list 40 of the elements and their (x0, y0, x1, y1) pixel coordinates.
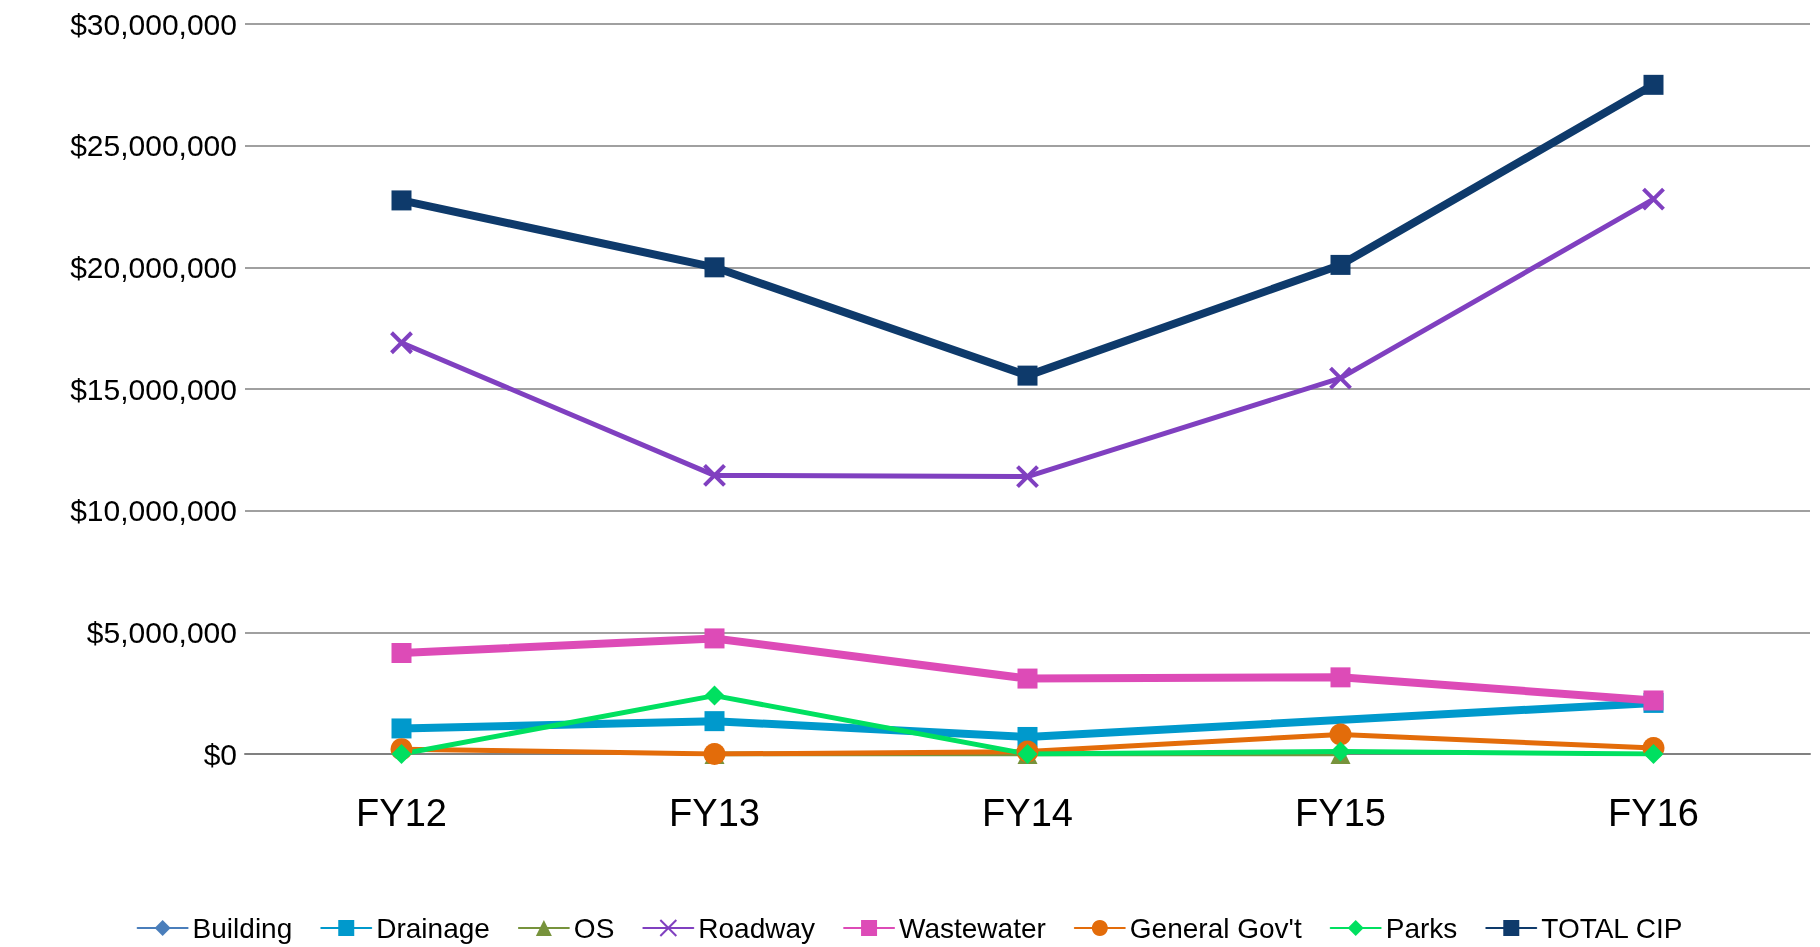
legend-label: TOTAL CIP (1541, 912, 1683, 944)
point (391, 190, 412, 211)
point (1017, 668, 1038, 689)
point (702, 463, 727, 488)
point (1330, 667, 1351, 688)
y-tick-label: $25,000,000 (70, 129, 237, 163)
legend-label: General Gov't (1129, 912, 1302, 944)
y-tick-label: $0 (203, 737, 237, 771)
point (1643, 744, 1664, 764)
point (704, 257, 725, 278)
x-tick-label: FY14 (982, 792, 1073, 834)
point (1328, 366, 1353, 391)
x-tick-label: FY15 (1295, 792, 1386, 834)
point (391, 744, 412, 764)
point (1015, 464, 1040, 489)
x-tick-label: FY12 (356, 792, 447, 834)
point (391, 718, 412, 739)
point (704, 685, 725, 706)
y-tick-label: $30,000,000 (70, 7, 237, 41)
point (704, 711, 725, 732)
point (1643, 74, 1664, 95)
point (391, 643, 412, 664)
legend-label: Parks (1385, 912, 1458, 944)
legend-label: Drainage (376, 912, 490, 944)
y-tick-label: $5,000,000 (86, 615, 237, 649)
point (1017, 365, 1038, 386)
y-tick-label: $20,000,000 (70, 250, 237, 284)
legend-label: OS (573, 912, 615, 944)
legend-label: Building (192, 912, 293, 944)
point (1329, 723, 1352, 746)
y-tick-label: $10,000,000 (70, 494, 237, 528)
point (1330, 254, 1351, 275)
legend-label: Roadway (698, 912, 816, 944)
legend-label: Wastewater (899, 912, 1046, 944)
x-tick-label: FY16 (1608, 792, 1699, 834)
point (704, 628, 725, 649)
point (389, 330, 414, 355)
x-tick-label: FY13 (669, 792, 760, 834)
point (1641, 187, 1666, 212)
y-tick-label: $15,000,000 (70, 372, 237, 406)
